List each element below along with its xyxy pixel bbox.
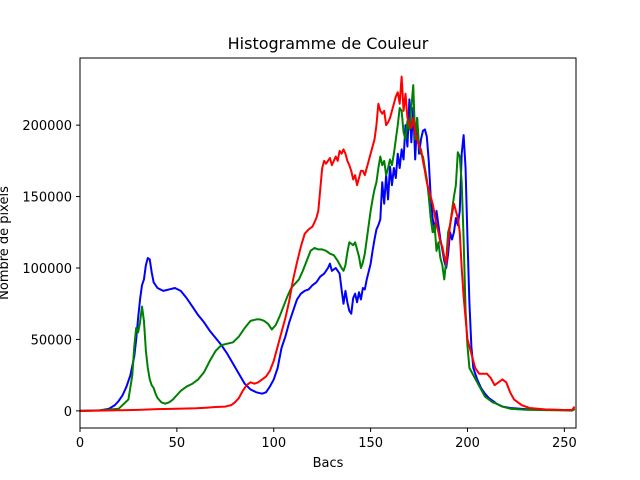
x-axis-label: Bacs (313, 456, 344, 471)
plot-frame (79, 57, 577, 429)
x-tick-label: 200 (455, 436, 480, 451)
chart-title: Histogramme de Couleur (228, 34, 429, 53)
x-tick-label: 100 (261, 436, 286, 451)
y-tick-label: 50000 (31, 333, 72, 348)
series-lines (79, 75, 576, 412)
y-tick-label: 150000 (22, 191, 72, 206)
y-tick-label: 200000 (22, 119, 72, 134)
x-tick-label: 150 (358, 436, 383, 451)
y-tick-label: 100000 (22, 262, 72, 277)
x-tick-label: 250 (552, 436, 577, 451)
y-tick-label: 0 (64, 405, 72, 420)
y-axis-label: Nombre de pixels (0, 186, 12, 300)
green-channel-line (79, 84, 576, 412)
x-tick-label: 0 (76, 436, 84, 451)
axis-ticks: 0 50 100 150 200 250 0 50000 100000 150000 200000 (22, 119, 576, 451)
blue-channel-line (79, 98, 576, 412)
red-channel-line (79, 75, 576, 412)
x-tick-label: 50 (169, 436, 186, 451)
